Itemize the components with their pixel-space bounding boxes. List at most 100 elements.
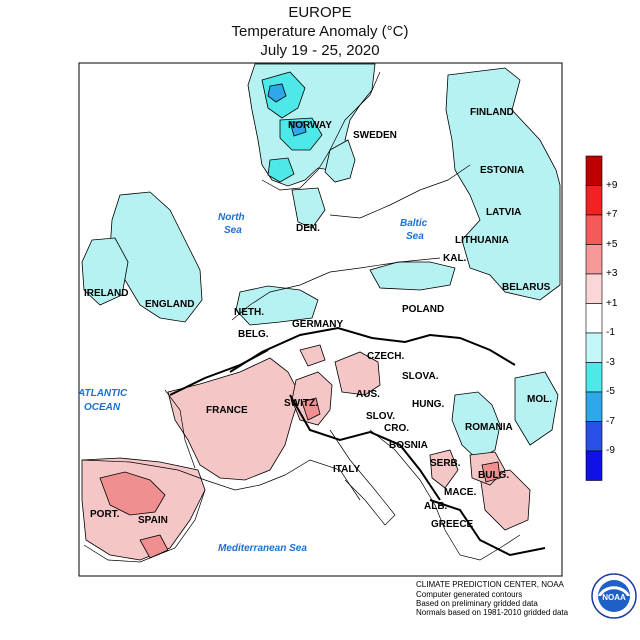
- label-finland: FINLAND: [470, 107, 514, 118]
- warm-strong-spain: [99, 471, 166, 516]
- cold-area-moldova: [514, 371, 559, 446]
- label-slovenia: SLOV.: [366, 411, 395, 422]
- label-serbia: SERB.: [430, 458, 461, 469]
- label-hungary: HUNG.: [412, 399, 444, 410]
- label-norway: NORWAY: [288, 120, 332, 131]
- footer-method: Computer generated contours: [416, 590, 523, 599]
- warm-anomaly-strong: [99, 397, 501, 559]
- label-north-sea-line1: North: [218, 212, 245, 223]
- label-kaliningrad: KAL.: [443, 253, 467, 264]
- label-germany: GERMANY: [292, 319, 343, 330]
- map-variable-title: Temperature Anomaly (°C): [231, 23, 409, 40]
- cold-area-finland-baltics: [445, 67, 561, 301]
- legend-bin-6: [585, 332, 603, 363]
- warm-area-balkans-west: [429, 449, 459, 489]
- legend-bin-3: [585, 244, 603, 275]
- legend-bin-1: [585, 185, 603, 216]
- map-period-title: July 19 - 25, 2020: [260, 42, 380, 59]
- cold-area-denmark-north: [291, 187, 326, 229]
- label-lithuania: LITHUANIA: [455, 235, 509, 246]
- cold-area-ireland: [81, 237, 129, 306]
- map-region-title: EUROPE: [288, 4, 352, 21]
- label-sweden: SWEDEN: [353, 130, 397, 141]
- legend-label-1: +7: [606, 209, 618, 220]
- coast-baltic: [329, 164, 471, 219]
- noaa-logo-text: NOAA: [602, 593, 626, 602]
- legend-label-4: +1: [606, 297, 618, 309]
- noaa-logo: NOAA: [591, 573, 637, 619]
- cold-anomaly-core: [267, 83, 307, 137]
- cold-area-baltic-coast: [369, 261, 456, 291]
- label-north-sea-line2: Sea: [224, 225, 242, 236]
- zero-contour-greece: [429, 499, 546, 557]
- country-labels: NORWAY SWEDEN FINLAND ESTONIA LATVIA LIT…: [84, 107, 552, 530]
- legend-label-5: -1: [606, 327, 615, 338]
- legend-label-8: -7: [606, 415, 615, 427]
- legend-bin-2: [585, 214, 603, 245]
- zero-contour-alps: [289, 394, 441, 501]
- coast-scandinavia: [261, 71, 381, 191]
- label-denmark: DEN.: [296, 223, 320, 234]
- legend-label-0: +9: [606, 179, 618, 191]
- warm-area-germany-south: [299, 344, 326, 367]
- label-spain: SPAIN: [138, 515, 168, 526]
- cold-core-1: [267, 83, 287, 103]
- label-atlantic-line2: OCEAN: [84, 402, 121, 413]
- label-poland: POLAND: [402, 304, 444, 315]
- label-netherlands: NETH.: [234, 307, 264, 318]
- legend-bin-10: [585, 450, 603, 481]
- legend-bin-8: [585, 391, 603, 422]
- legend-color-bar: [585, 155, 603, 481]
- footer-normals-note: Normals based on 1981-2010 gridded data: [416, 608, 569, 617]
- legend-bin-5: [585, 303, 603, 334]
- cold-core-2: [289, 121, 307, 137]
- coast-greece: [444, 529, 521, 561]
- label-slovakia: SLOVA.: [402, 371, 439, 382]
- coast-iberia-north: [81, 459, 206, 481]
- label-italy: ITALY: [333, 464, 361, 475]
- coastlines: [81, 71, 521, 563]
- label-mediterranean: Mediterranean Sea: [218, 543, 307, 554]
- legend-bin-0: [585, 155, 603, 186]
- warm-area-austria: [334, 351, 381, 396]
- label-greece: GREECE: [431, 519, 474, 530]
- coast-iberia-south: [83, 489, 206, 563]
- label-baltic-sea-line1: Baltic: [400, 218, 428, 229]
- cold-area-neth-germany: [235, 285, 319, 326]
- label-austria: AUS.: [356, 389, 380, 400]
- coast-italy: [329, 429, 396, 526]
- label-belgium: BELG.: [238, 329, 269, 340]
- cold-area-sweden-coast: [324, 139, 356, 183]
- warm-area-alps: [291, 371, 333, 426]
- label-france: FRANCE: [206, 405, 248, 416]
- sea-labels: North Sea Baltic Sea ATLANTIC OCEAN Medi…: [77, 212, 428, 554]
- legend-bin-7: [585, 362, 603, 393]
- label-ireland: IRELAND: [84, 288, 128, 299]
- label-estonia: ESTONIA: [480, 165, 524, 176]
- cold-strong-sw-norway: [267, 157, 295, 183]
- label-england: ENGLAND: [145, 299, 194, 310]
- warm-strong-bulg: [481, 461, 501, 483]
- label-moldova: MOL.: [527, 394, 552, 405]
- label-switzerland: SWITZ.: [284, 398, 318, 409]
- warm-area-greece-east: [479, 469, 531, 531]
- coast-france-atlantic: [164, 389, 196, 469]
- label-latvia: LATVIA: [486, 207, 521, 218]
- warm-area-france: [167, 357, 301, 481]
- coast-adriatic: [369, 429, 446, 531]
- label-croatia: CRO.: [384, 423, 409, 434]
- legend-label-2: +5: [606, 238, 618, 250]
- label-macedonia: MACE.: [444, 487, 476, 498]
- warm-strong-spain-south: [139, 534, 169, 559]
- zero-contour-central-europe: [229, 326, 516, 373]
- zero-contours: [169, 326, 546, 557]
- footer-source: CLIMATE PREDICTION CENTER, NOAA: [416, 580, 564, 589]
- footer-data-note: Based on preliminary gridded data: [416, 599, 538, 608]
- coast-north-continent: [231, 257, 441, 321]
- cold-area-balkans: [451, 391, 501, 461]
- zero-contour-france: [169, 349, 269, 396]
- legend-bin-4: [585, 273, 603, 304]
- legend-label-6: -3: [606, 356, 615, 368]
- warm-strong-switz: [301, 397, 321, 421]
- label-romania: ROMANIA: [465, 422, 513, 433]
